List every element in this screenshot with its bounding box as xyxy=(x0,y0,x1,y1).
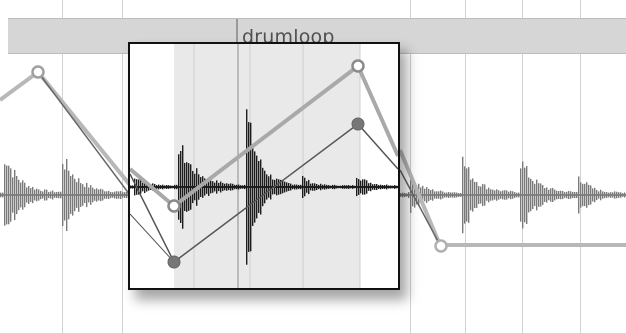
breakpoint-handle-icon[interactable] xyxy=(351,59,365,73)
grid-line xyxy=(580,0,581,333)
breakpoint-handle-icon[interactable] xyxy=(167,255,181,269)
breakpoint-handle-icon[interactable] xyxy=(434,239,448,253)
pan-envelope xyxy=(399,169,441,246)
pan-envelope xyxy=(130,213,175,263)
grid-line xyxy=(122,0,123,333)
breakpoint-handle-icon[interactable] xyxy=(167,199,181,213)
clip-start-marker[interactable] xyxy=(236,19,238,53)
breakpoint-handle-icon[interactable] xyxy=(31,65,45,79)
volume-envelope xyxy=(130,62,398,209)
pan-envelope xyxy=(130,122,398,264)
time-selection xyxy=(174,44,360,288)
zoom-lens[interactable] xyxy=(128,42,400,290)
pan-envelope xyxy=(37,71,131,196)
grid-line xyxy=(410,0,411,333)
grid-line xyxy=(465,0,466,333)
breakpoint-handle-icon[interactable] xyxy=(351,117,365,131)
